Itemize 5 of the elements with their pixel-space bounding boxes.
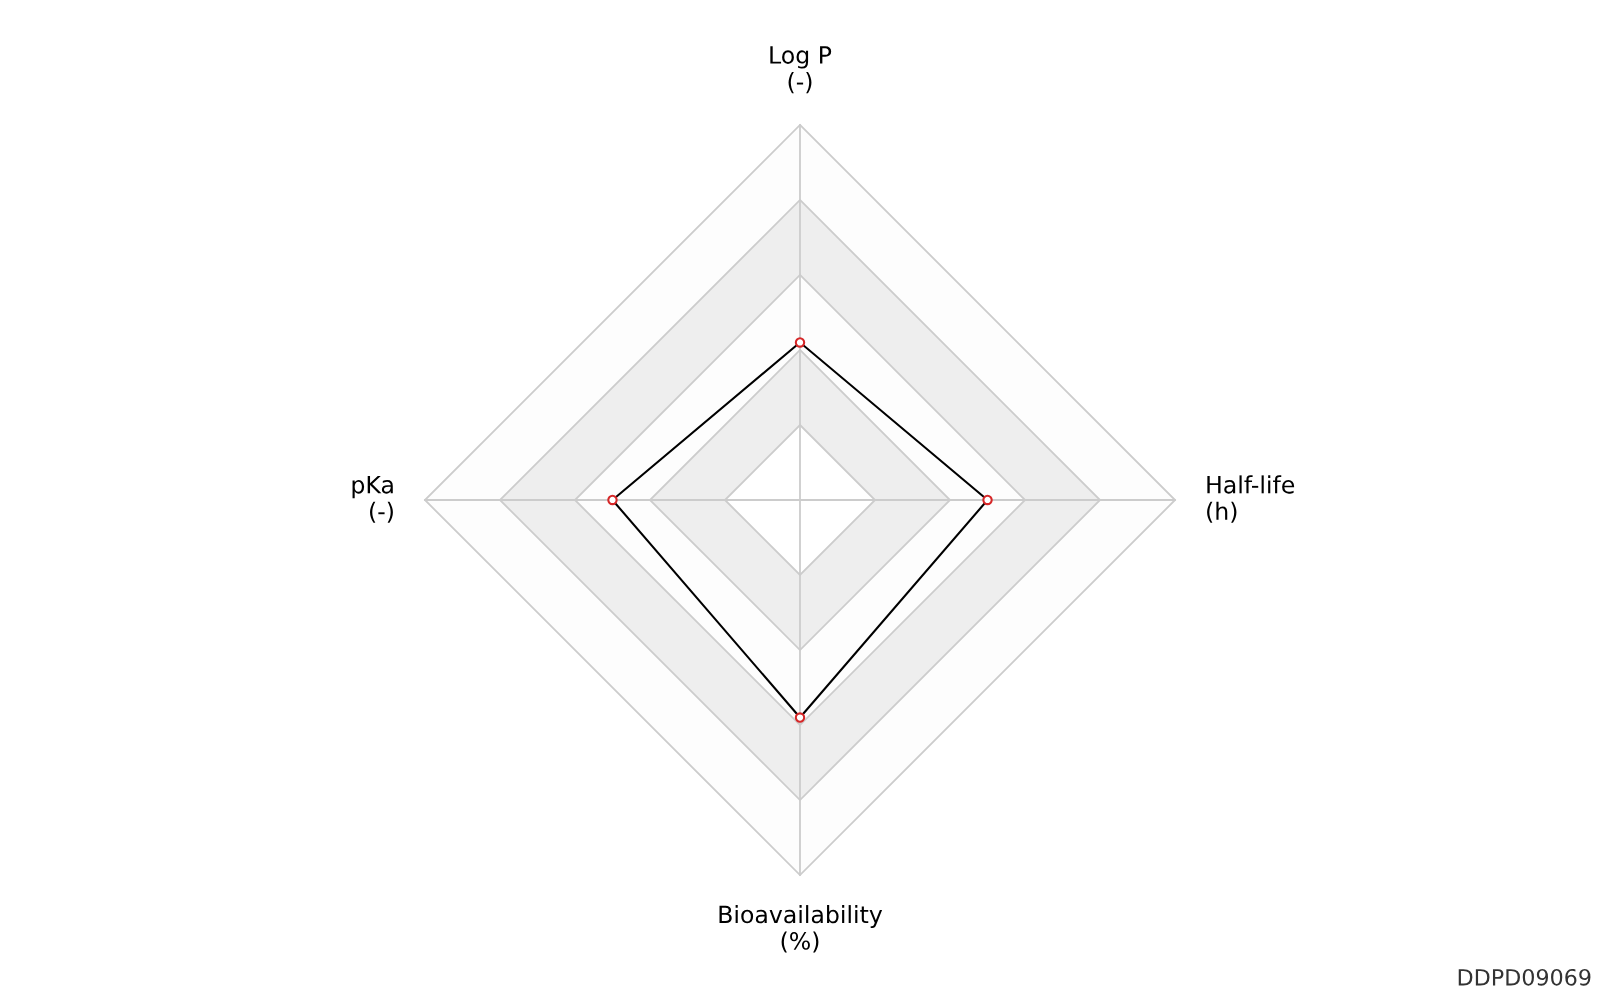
text: DDPD09069 bbox=[1458, 968, 1591, 986]
spoke-label: Log P (-) bbox=[770, 46, 832, 94]
spoke-label: Bioavailability (%) bbox=[719, 905, 883, 953]
spoke-label: pKa (-) bbox=[352, 476, 393, 523]
spoke-label: Half-life (h) bbox=[1207, 475, 1295, 523]
